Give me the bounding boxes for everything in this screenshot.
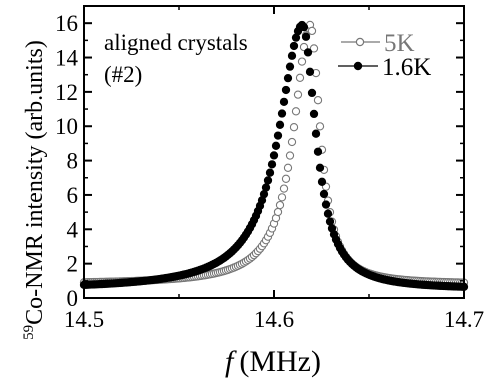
data-point: [299, 23, 309, 32]
annotation-line-2: (#2): [104, 62, 142, 87]
x-axis-label-unit: (MHz): [239, 345, 321, 378]
y-tick-label: 6: [67, 183, 79, 208]
data-point: [269, 151, 279, 160]
data-point: [275, 120, 285, 129]
data-point: [307, 88, 317, 98]
data-point: [287, 137, 297, 147]
data-point: [297, 57, 307, 66]
data-point: [291, 107, 301, 116]
legend-label-1-6k: 1.6K: [382, 54, 431, 81]
data-point: [277, 109, 287, 118]
y-tick-label: 8: [67, 149, 79, 174]
legend-marker-5k: [355, 37, 365, 47]
data-point: [305, 67, 315, 76]
data-point: [275, 200, 285, 210]
data-point: [283, 74, 293, 83]
legend-label-5k: 5K: [384, 30, 415, 57]
data-point: [323, 209, 333, 218]
y-tick-label: 10: [55, 114, 78, 139]
data-point: [319, 189, 329, 199]
data-point: [309, 109, 319, 119]
ticks-layer: 14.5 14.6 14.7 0 2 4 6 8 10 12 14 16: [55, 6, 484, 332]
data-point: [277, 193, 287, 202]
data-point: [313, 96, 323, 105]
data-point: [317, 177, 327, 186]
data-point: [273, 131, 283, 140]
data-point: [301, 32, 311, 41]
data-point: [283, 163, 293, 172]
data-point: [325, 217, 335, 226]
data-point: [321, 200, 331, 209]
data-point: [287, 51, 297, 60]
data-point: [273, 207, 283, 217]
data-point: [271, 141, 281, 150]
data-point: [293, 90, 303, 99]
legend: 5K 1.6K: [338, 30, 431, 81]
y-tick-label: 14: [55, 46, 79, 71]
y-tick-label: 4: [67, 217, 79, 242]
data-point: [303, 48, 313, 57]
data-point: [279, 184, 289, 193]
data-point: [285, 62, 295, 71]
data-point: [281, 85, 291, 95]
x-tick-label: 14.5: [64, 307, 104, 332]
data-point: [285, 151, 295, 160]
data-point: [265, 168, 275, 177]
x-tick-label: 14.6: [254, 307, 294, 332]
y-tick-label: 0: [67, 286, 79, 311]
y-tick-label: 12: [55, 80, 78, 105]
data-point: [315, 122, 325, 131]
x-axis-label: f (MHz): [225, 345, 321, 378]
data-point: [313, 147, 323, 156]
data-point: [315, 163, 325, 172]
data-point: [289, 123, 299, 132]
marks-layer: [79, 20, 469, 291]
x-axis-label-symbol: f: [225, 345, 237, 378]
data-point: [279, 97, 289, 107]
data-point: [263, 176, 273, 185]
data-point: [309, 44, 319, 53]
data-point: [289, 41, 299, 51]
y-tick-label: 2: [67, 252, 79, 277]
y-axis-label: 59Co-NMR intensity (arb.units): [21, 40, 48, 340]
data-point: [307, 26, 317, 36]
data-point: [281, 174, 291, 183]
legend-marker-1-6k: [353, 61, 363, 71]
series-1-6k: [79, 20, 469, 291]
y-tick-label: 16: [55, 11, 78, 36]
data-point: [311, 129, 321, 138]
data-point: [295, 73, 305, 82]
data-point: [267, 160, 277, 169]
x-tick-label: 14.7: [444, 307, 484, 332]
y-axis-label-text: Co-NMR intensity (arb.units): [22, 40, 48, 325]
annotation-line-1: aligned crystals: [104, 30, 248, 55]
data-point: [261, 183, 271, 192]
y-axis-label-isotope: 59: [21, 325, 37, 340]
